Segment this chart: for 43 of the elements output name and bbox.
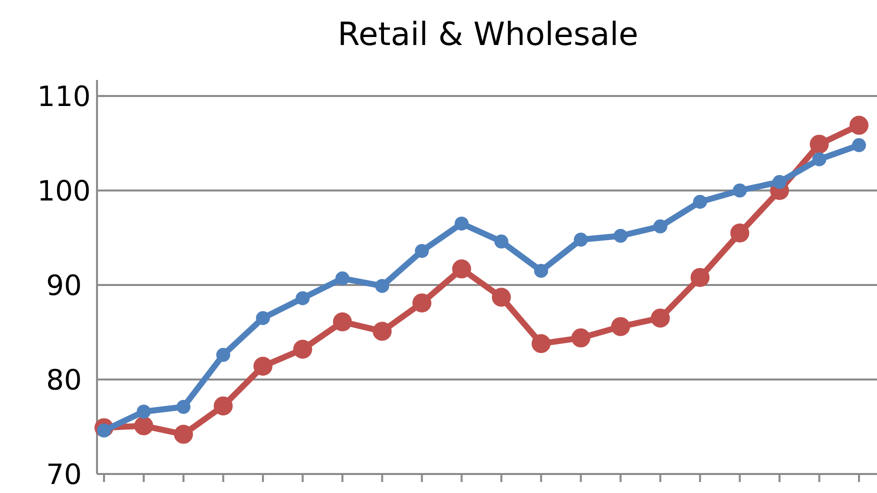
point xyxy=(253,356,272,376)
point xyxy=(296,291,310,306)
point xyxy=(176,400,190,414)
point xyxy=(532,334,551,354)
point xyxy=(335,271,350,286)
point xyxy=(375,278,390,293)
point xyxy=(650,308,670,328)
point xyxy=(414,244,429,258)
point xyxy=(216,348,230,362)
point xyxy=(693,194,708,209)
point xyxy=(810,134,829,154)
point xyxy=(492,288,511,307)
y-tick-label: 110 xyxy=(37,80,91,113)
point xyxy=(332,312,352,332)
chart-title: Retail & Wholesale xyxy=(338,15,638,53)
point xyxy=(852,138,866,152)
point xyxy=(494,234,508,249)
point xyxy=(850,116,868,135)
point xyxy=(772,174,787,189)
point xyxy=(256,311,270,326)
point xyxy=(174,424,193,444)
point xyxy=(214,396,233,416)
y-tick-label: 90 xyxy=(46,268,82,302)
point xyxy=(571,328,590,348)
point xyxy=(730,224,750,243)
point xyxy=(653,219,668,234)
point xyxy=(454,216,469,231)
point xyxy=(136,404,151,419)
point xyxy=(372,322,392,341)
point xyxy=(452,259,472,278)
y-tick-label: 80 xyxy=(46,363,82,396)
point xyxy=(293,340,312,359)
point xyxy=(732,184,747,198)
point xyxy=(134,416,154,436)
y-tick-label: 70 xyxy=(46,458,82,491)
y-tick-label: 100 xyxy=(37,174,91,208)
point xyxy=(574,232,588,247)
point xyxy=(614,228,628,243)
point xyxy=(812,152,826,166)
point xyxy=(690,268,710,287)
point xyxy=(412,293,432,312)
point xyxy=(611,317,630,336)
point xyxy=(534,264,548,278)
